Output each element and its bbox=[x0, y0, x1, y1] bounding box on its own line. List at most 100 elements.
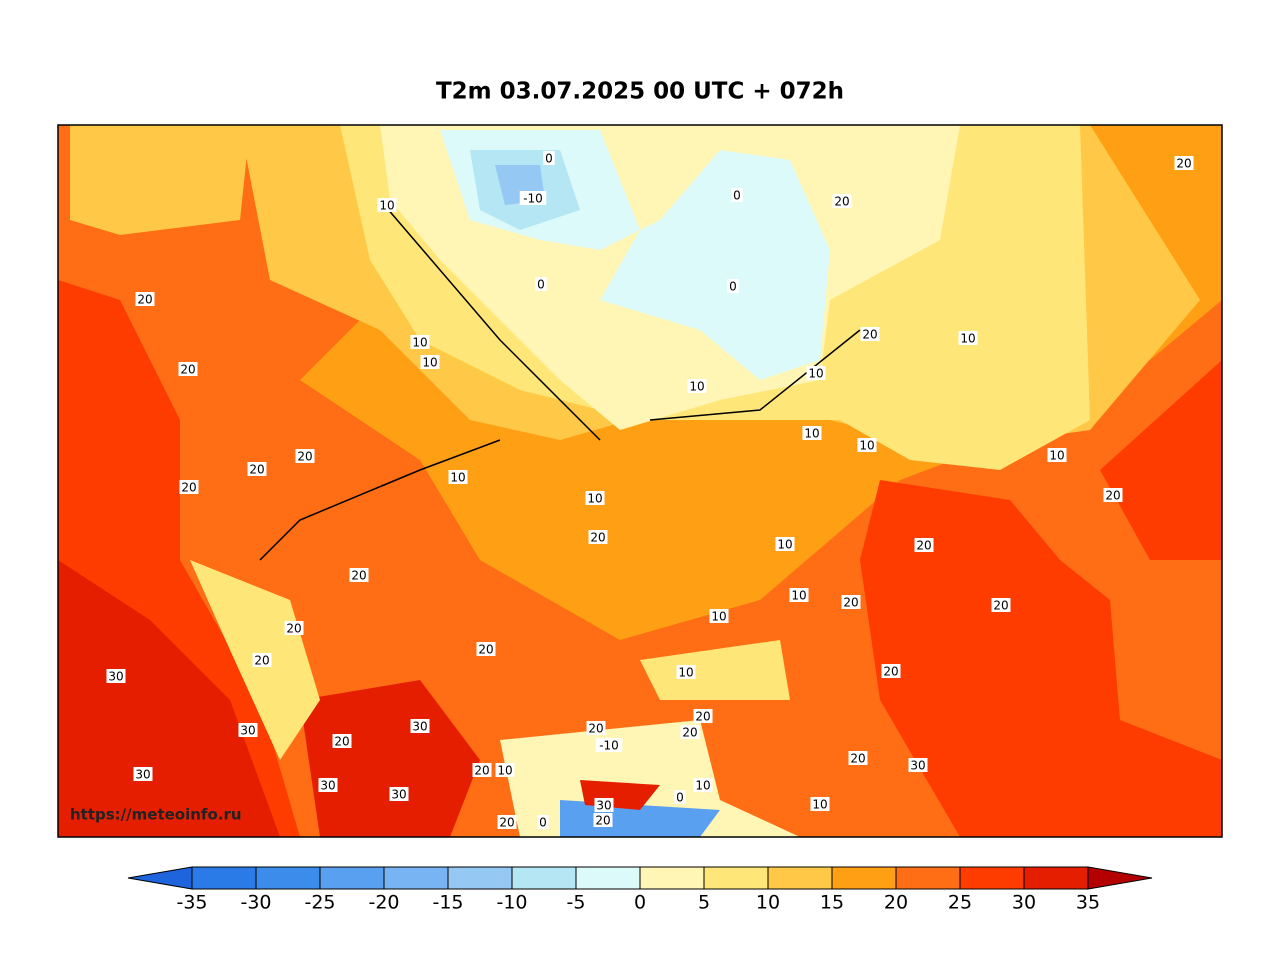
colorbar-tick-label: -25 bbox=[304, 892, 335, 914]
contour-label-box bbox=[543, 151, 555, 165]
contour-label: 20 bbox=[286, 622, 301, 636]
contour-label-box bbox=[247, 462, 267, 476]
contour-label-box bbox=[497, 815, 517, 829]
contour-label-box bbox=[133, 767, 153, 781]
contour-labels: 20 20 20 20 20 10 10 10 10 -10 0 0 0 0 20 20 10 10 10 10 10 1… bbox=[106, 151, 1194, 830]
title: T2m 03.07.2025 00 UTC + 072h bbox=[436, 79, 844, 105]
contour-label: 0 bbox=[676, 791, 684, 805]
contour-label-box bbox=[106, 669, 126, 683]
contour-label-box bbox=[857, 438, 877, 452]
contour-label: 20 bbox=[850, 752, 865, 766]
contour-label: 20 bbox=[351, 569, 366, 583]
region-very-hot bbox=[300, 680, 480, 837]
contour-label-box bbox=[802, 426, 822, 440]
contour-label: 30 bbox=[391, 788, 406, 802]
contour-label: 20 bbox=[1105, 489, 1120, 503]
colorbar-tick-label: 30 bbox=[1012, 892, 1036, 914]
contour-label-box bbox=[860, 327, 880, 341]
contour-label-box bbox=[832, 194, 852, 208]
contour-label-box bbox=[472, 763, 492, 777]
watermark: https://meteoinfo.ru bbox=[70, 806, 242, 824]
contour-label: 10 bbox=[587, 492, 602, 506]
contour-label: 30 bbox=[596, 799, 611, 813]
contour-label-box bbox=[914, 538, 934, 552]
contour-label-box bbox=[991, 598, 1011, 612]
contour-label: 10 bbox=[678, 666, 693, 680]
contour-label: 10 bbox=[804, 427, 819, 441]
contour-label: 30 bbox=[135, 768, 150, 782]
contour-label: 10 bbox=[695, 779, 710, 793]
contour-label: 20 bbox=[297, 450, 312, 464]
contour-label-box bbox=[789, 588, 809, 602]
contour-label-box bbox=[593, 813, 613, 827]
colorbar-band bbox=[639, 866, 705, 890]
contour-label: 10 bbox=[808, 367, 823, 381]
contour-label-box bbox=[420, 355, 440, 369]
colorbar-band bbox=[511, 866, 577, 890]
contour-label: 20 bbox=[588, 722, 603, 736]
contour-label: -10 bbox=[523, 192, 543, 206]
contour-label: 20 bbox=[180, 363, 195, 377]
contour-label-box bbox=[410, 719, 430, 733]
contour-label-box bbox=[284, 621, 304, 635]
colorbar-tick-label: -30 bbox=[240, 892, 271, 914]
colorbar-band bbox=[703, 866, 769, 890]
colorbar-band bbox=[447, 866, 513, 890]
contour-label-box bbox=[731, 188, 743, 202]
colorbar-band bbox=[959, 866, 1025, 890]
colorbar-over bbox=[1087, 866, 1153, 890]
contour-label-box bbox=[295, 449, 315, 463]
contour-label: 30 bbox=[910, 759, 925, 773]
contour-label: 20 bbox=[993, 599, 1008, 613]
contour-label-box bbox=[693, 709, 713, 723]
colorbar-band bbox=[767, 866, 833, 890]
map-frame bbox=[57, 124, 1223, 838]
contour-label-box bbox=[410, 335, 430, 349]
contour-label-box bbox=[476, 642, 496, 656]
contour-label: 10 bbox=[812, 798, 827, 812]
colorbar-tick-label: -10 bbox=[496, 892, 527, 914]
contour-label-box bbox=[537, 815, 549, 829]
contour-label: 20 bbox=[478, 643, 493, 657]
colorbar-band bbox=[255, 866, 321, 890]
colorbar-band bbox=[831, 866, 897, 890]
contour-label-box bbox=[495, 763, 515, 777]
colorbar-tick-label: 25 bbox=[948, 892, 972, 914]
contour-label: 10 bbox=[379, 199, 394, 213]
contour-label-box bbox=[709, 609, 729, 623]
colorbar-band bbox=[319, 866, 385, 890]
contour-label-box bbox=[377, 198, 397, 212]
colorbar-tick-label: 10 bbox=[756, 892, 780, 914]
colorbar-tick-label: 5 bbox=[698, 892, 710, 914]
contour-label: 10 bbox=[422, 356, 437, 370]
contour-label-box bbox=[775, 537, 795, 551]
colorbar-band bbox=[1023, 866, 1089, 890]
contour-label: 10 bbox=[859, 439, 874, 453]
contour-label-box bbox=[727, 279, 739, 293]
map bbox=[58, 125, 1222, 837]
contour-label: 10 bbox=[711, 610, 726, 624]
region-hot bbox=[1100, 360, 1222, 560]
contour-label-box bbox=[848, 751, 868, 765]
contour-label: 0 bbox=[545, 152, 553, 166]
contour-label: 30 bbox=[108, 670, 123, 684]
colorbar-band bbox=[895, 866, 961, 890]
contour-label: 10 bbox=[777, 538, 792, 552]
colorbar-tick-label: 20 bbox=[884, 892, 908, 914]
contour-label-box bbox=[680, 725, 700, 739]
contour-label-box bbox=[252, 653, 272, 667]
contour-label-box bbox=[519, 191, 547, 205]
contour-label-box bbox=[676, 665, 696, 679]
contour-label: 20 bbox=[590, 531, 605, 545]
contour-label: 10 bbox=[412, 336, 427, 350]
contour-label-box bbox=[448, 470, 468, 484]
contour-label: 20 bbox=[181, 481, 196, 495]
contour-label-box bbox=[332, 734, 352, 748]
colorbar: -35 -30 -25 -20 -15 -10 -5 0 5 10 15 20 25 30 35 bbox=[127, 866, 1153, 914]
contour-label-box bbox=[1174, 156, 1194, 170]
contour-label-box bbox=[349, 568, 369, 582]
contour-label-box bbox=[535, 277, 547, 291]
contour-label: 20 bbox=[254, 654, 269, 668]
contour-label: 30 bbox=[320, 779, 335, 793]
contour-label-box bbox=[595, 738, 623, 752]
